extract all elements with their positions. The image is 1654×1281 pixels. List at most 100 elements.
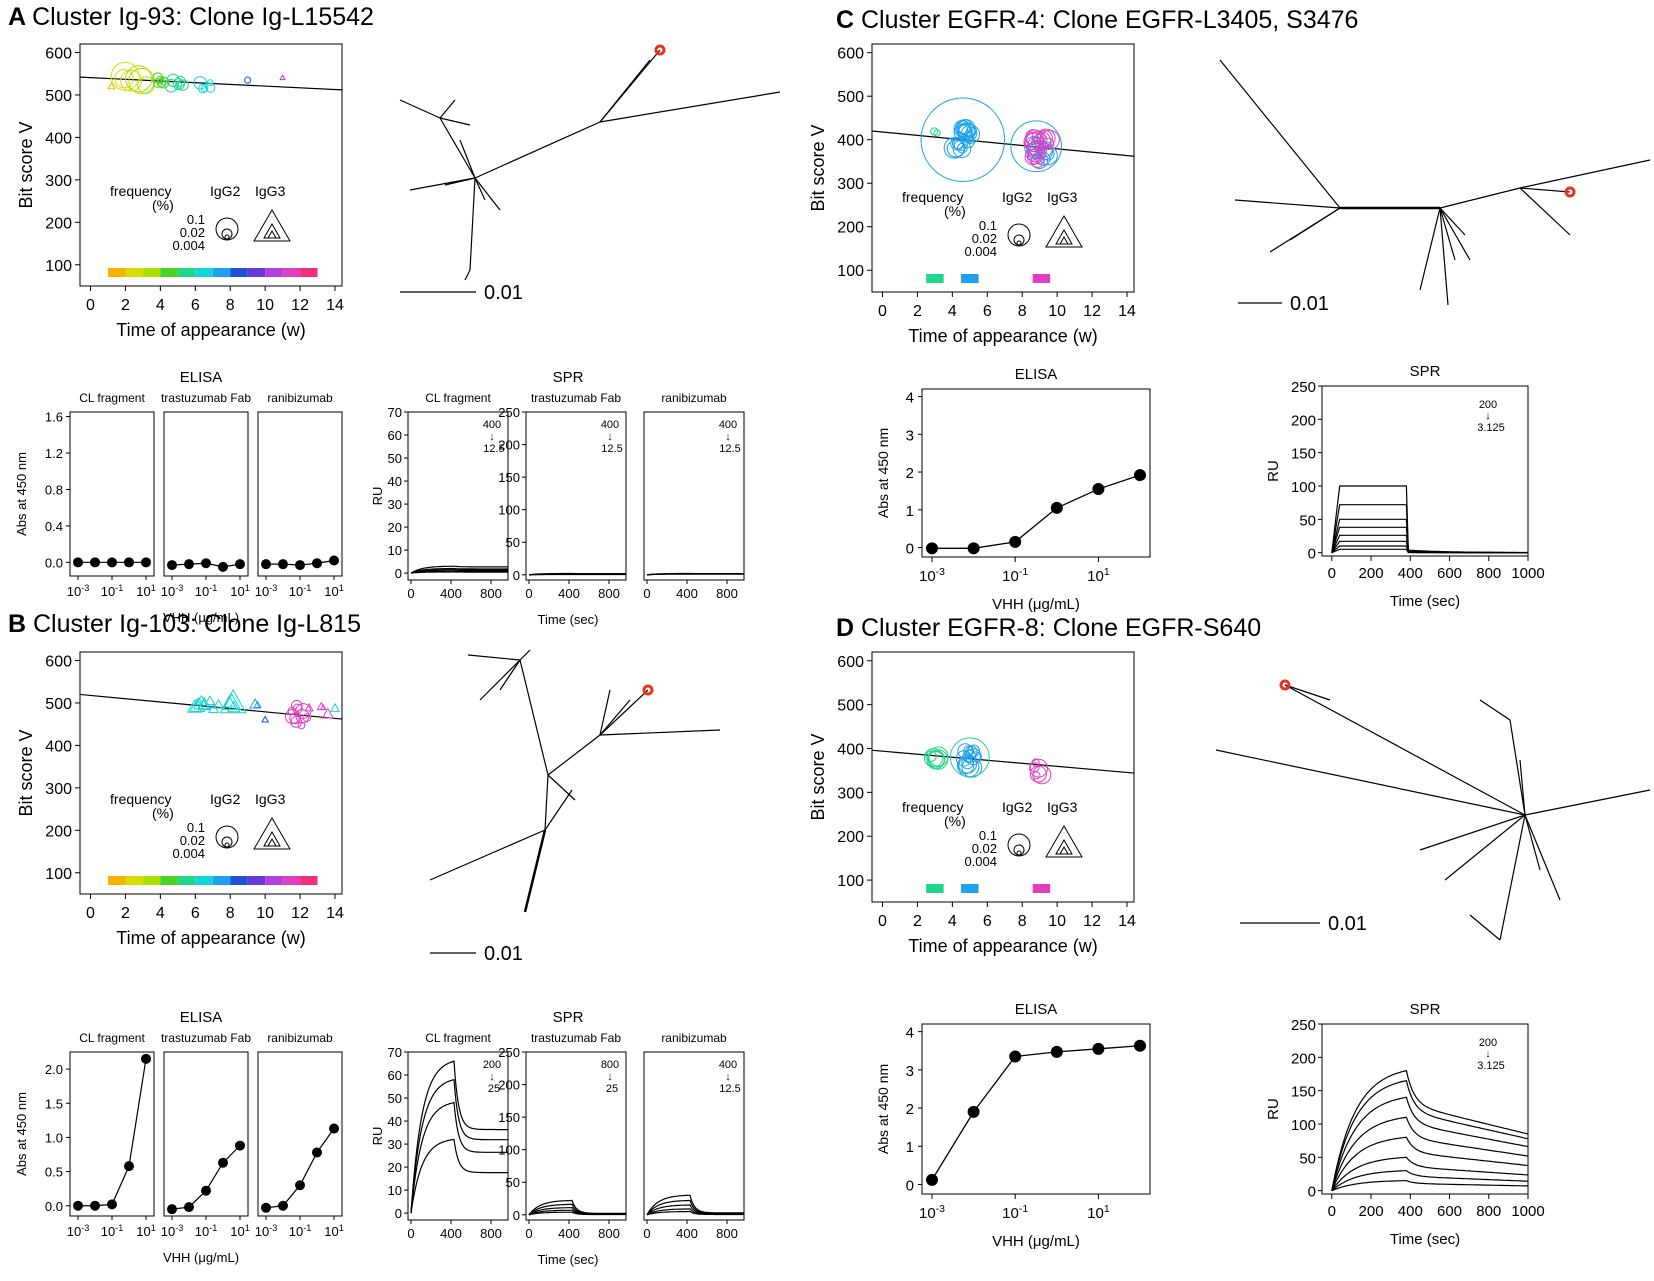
data-point-A xyxy=(107,81,116,90)
elisa-ytick-label-A: 0.4 xyxy=(45,519,63,534)
spr-curve-B xyxy=(410,1138,508,1214)
spr-curve-D xyxy=(1331,1116,1529,1191)
spr-frame-B xyxy=(525,1051,627,1221)
data-point-C xyxy=(1033,131,1051,150)
week-color-B xyxy=(230,876,248,885)
scatter-ytick-label-C: 300 xyxy=(837,176,864,193)
legend-igg2-B: IgG2 xyxy=(210,791,241,807)
elisa-point-A xyxy=(107,557,117,568)
data-point-C xyxy=(1034,155,1044,165)
elisa-ytick-label-D: 0 xyxy=(906,1177,914,1194)
elisa-point-A xyxy=(235,559,245,570)
scatter-xtick-label-D: 14 xyxy=(1118,913,1136,930)
legend-igg2-D: IgG2 xyxy=(1002,799,1033,815)
data-point-B xyxy=(297,721,306,730)
scatter-xtick-label-A: 12 xyxy=(291,297,309,314)
elisa-xtick-label-D: 10-3 xyxy=(919,1203,945,1222)
week-color-B xyxy=(195,876,213,885)
tree-branch-A xyxy=(474,177,501,211)
spr-ytick-label-D: 50 xyxy=(1299,1150,1316,1167)
legend-circle-D xyxy=(1016,850,1022,856)
spr-xtick-label-B: 0 xyxy=(525,1226,532,1241)
spr-ytick-label-A: 40 xyxy=(388,474,402,489)
elisa-ytick-label-B: 1.0 xyxy=(45,1130,63,1145)
elisa-xtick-label-B: 10-3 xyxy=(255,1223,278,1239)
elisa-point-C xyxy=(1134,469,1146,482)
elisa-ytick-label-D: 1 xyxy=(906,1139,914,1156)
spr-conc-top-C: 200 xyxy=(1479,399,1497,411)
tree-branch-D xyxy=(1519,759,1526,816)
tree-branch-B xyxy=(547,734,601,776)
data-point-B xyxy=(194,696,204,706)
elisa-xtick-label-C: 10-3 xyxy=(919,566,945,585)
legend-igg3-D: IgG3 xyxy=(1047,799,1078,815)
week-color-A xyxy=(212,268,231,277)
legend-circle-A xyxy=(221,228,233,240)
data-point-B xyxy=(321,707,335,719)
elisa-xtick-label-A: 10-1 xyxy=(195,583,218,599)
tree-branch-C xyxy=(1234,199,1341,209)
elisa-line-C xyxy=(932,474,1141,549)
tree-branch-B xyxy=(599,689,649,736)
spr-title-A: SPR xyxy=(553,369,584,386)
week-color-B xyxy=(142,876,161,885)
legend-value-C: 0.1 xyxy=(979,218,997,233)
data-point-C xyxy=(920,97,1006,182)
spr-curve-D xyxy=(1331,1096,1529,1191)
tree-branch-D xyxy=(1469,914,1501,941)
scatter-ytick-label-A: 100 xyxy=(45,258,72,275)
spr-curve-D xyxy=(1331,1069,1529,1191)
elisa-line-B xyxy=(265,1128,335,1209)
legend-frequency-D: frequency xyxy=(902,799,963,815)
tree-branch-D xyxy=(1524,814,1541,871)
scatter-xtick-label-B: 4 xyxy=(156,905,165,922)
data-point-A xyxy=(244,76,252,84)
elisa-xtick-label-D: 10-1 xyxy=(1002,1203,1028,1222)
tree-branch-A xyxy=(474,177,486,201)
spr-conc-arrow-A: ↓ xyxy=(489,431,495,443)
legend-value-D: 0.02 xyxy=(972,841,997,856)
spr-ytick-label-B: 250 xyxy=(498,1045,520,1060)
tree-branch-A xyxy=(459,139,476,179)
legend-value-D: 0.1 xyxy=(979,828,997,843)
data-point-A xyxy=(174,75,186,87)
spr-ytick-label-C: 0 xyxy=(1308,546,1316,563)
legend-value-B: 0.02 xyxy=(180,833,205,848)
elisa-point-A xyxy=(90,557,100,568)
week-color-A xyxy=(177,268,196,277)
elisa-antigen-label-A: CL fragment xyxy=(79,391,145,405)
spr-xtick-label-C: 600 xyxy=(1437,565,1462,582)
spr-xtick-label-A: 800 xyxy=(716,586,738,601)
elisa-point-B xyxy=(278,1200,288,1211)
spr-antigen-label-A: ranibizumab xyxy=(661,391,727,405)
scatter-ytick-label-C: 400 xyxy=(837,133,864,150)
spr-xtick-label-A: 0 xyxy=(525,586,532,601)
scatter-xtick-label-C: 10 xyxy=(1048,303,1066,320)
data-point-D xyxy=(1029,758,1049,778)
data-point-D xyxy=(1029,762,1040,773)
tree-branch-B xyxy=(479,659,521,701)
legend-triangle-C xyxy=(1045,215,1083,248)
scatter-xtick-label-D: 4 xyxy=(948,913,957,930)
tree-branch-B xyxy=(519,649,531,661)
data-point-A xyxy=(206,79,214,87)
scatter-xtick-label-B: 0 xyxy=(86,905,95,922)
elisa-ytick-label-B: 0.0 xyxy=(45,1199,63,1214)
tree-branch-A xyxy=(599,59,651,123)
elisa-xtick-label-A: 10-3 xyxy=(161,583,184,599)
scatter-xtick-label-B: 10 xyxy=(256,905,274,922)
tree-branch-C xyxy=(1439,207,1456,261)
week-color-B xyxy=(300,876,318,885)
legend-pct-C: (%) xyxy=(944,203,966,219)
spr-curve-A xyxy=(410,571,508,574)
elisa-point-B xyxy=(329,1123,339,1134)
spr-curve-B xyxy=(410,1078,508,1214)
scatter-ytick-label-A: 400 xyxy=(45,130,72,147)
scatter-xlabel-A: Time of appearance (w) xyxy=(116,320,305,340)
elisa-xtick-label-B: 10-1 xyxy=(101,1223,124,1239)
scatter-xlabel-B: Time of appearance (w) xyxy=(116,928,305,948)
elisa-title-D: ELISA xyxy=(1015,1001,1058,1018)
elisa-ylabel-A: Abs at 450 nm xyxy=(14,452,29,536)
tree-root-marker-B xyxy=(642,684,654,696)
